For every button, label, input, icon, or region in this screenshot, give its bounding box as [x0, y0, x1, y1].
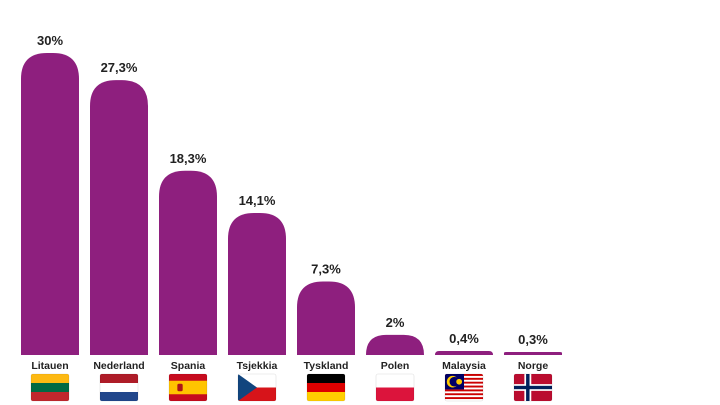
- value-label: 0,4%: [449, 331, 479, 346]
- category-label: Litauen: [31, 360, 68, 372]
- category-label: Norge: [518, 360, 548, 372]
- value-label: 14,1%: [239, 193, 276, 208]
- category-label: Tyskland: [304, 360, 349, 372]
- norway-flag: [513, 373, 553, 402]
- bar-norge: [504, 351, 562, 355]
- value-label: 7,3%: [311, 262, 341, 277]
- bar-polen: [366, 334, 424, 355]
- value-label: 30%: [37, 33, 63, 48]
- bar-tsjekkia: [228, 213, 286, 355]
- czech-flag: [237, 373, 277, 402]
- category-labels-group: Litauen Nederland Spania Tsjekkia Tyskland Po…: [31, 360, 548, 372]
- bar-litauen: [21, 53, 79, 355]
- value-label: 0,3%: [518, 332, 548, 347]
- category-label: Spania: [171, 360, 206, 372]
- flags-group: [30, 373, 553, 402]
- bar-tyskland: [297, 281, 355, 355]
- bar-spania: [159, 170, 217, 355]
- category-label: Tsjekkia: [237, 360, 278, 372]
- netherlands-flag: [99, 373, 139, 402]
- malaysia-flag: [444, 373, 484, 402]
- category-label: Nederland: [93, 360, 144, 372]
- bar-nederland: [90, 80, 148, 356]
- bar-malaysia: [435, 350, 493, 355]
- value-label: 2%: [386, 315, 405, 330]
- lithuania-flag: [30, 373, 70, 402]
- spain-flag: [168, 373, 208, 402]
- poland-flag: [375, 373, 415, 402]
- value-label: 18,3%: [170, 151, 207, 166]
- value-label: 27,3%: [101, 60, 138, 75]
- category-label: Malaysia: [442, 360, 486, 372]
- germany-flag: [306, 373, 346, 402]
- bars-group: [21, 53, 562, 356]
- category-label: Polen: [381, 360, 410, 372]
- value-labels-group: 30% 27,3% 18,3% 14,1% 7,3% 2% 0,4% 0,3%: [37, 33, 548, 347]
